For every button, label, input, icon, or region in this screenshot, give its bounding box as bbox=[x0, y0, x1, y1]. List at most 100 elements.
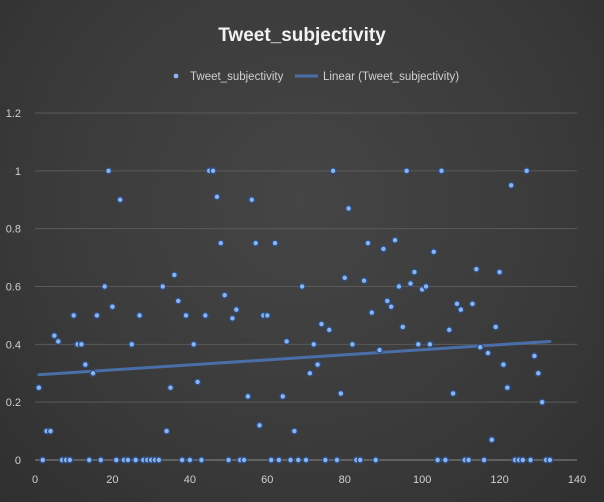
data-point bbox=[524, 168, 529, 174]
data-point bbox=[187, 457, 193, 463]
data-point bbox=[52, 333, 57, 338]
data-point bbox=[365, 240, 371, 246]
data-point bbox=[319, 321, 324, 327]
x-tick-label: 80 bbox=[339, 474, 351, 486]
data-point bbox=[303, 457, 309, 463]
data-point bbox=[311, 342, 316, 347]
x-tick-label: 140 bbox=[568, 474, 586, 486]
data-point bbox=[156, 457, 162, 463]
data-point bbox=[292, 428, 297, 434]
data-point bbox=[234, 307, 239, 312]
data-point bbox=[396, 284, 402, 289]
data-point bbox=[222, 292, 227, 298]
data-point bbox=[114, 457, 119, 463]
data-point bbox=[253, 240, 258, 246]
data-point bbox=[79, 342, 84, 347]
y-tick-label: 1.2 bbox=[6, 108, 21, 120]
data-point bbox=[381, 246, 386, 252]
data-point bbox=[83, 362, 88, 367]
data-point bbox=[369, 310, 375, 315]
data-point bbox=[265, 313, 270, 318]
data-point bbox=[299, 284, 305, 289]
data-point bbox=[400, 324, 405, 330]
data-point bbox=[327, 327, 332, 333]
data-point bbox=[280, 394, 285, 399]
data-point bbox=[160, 284, 165, 289]
data-point bbox=[257, 423, 262, 428]
data-point bbox=[183, 313, 189, 318]
data-point bbox=[404, 168, 409, 174]
data-point bbox=[450, 391, 456, 396]
data-point bbox=[427, 342, 433, 347]
data-point bbox=[133, 457, 138, 463]
data-point bbox=[508, 183, 514, 188]
data-point bbox=[342, 275, 347, 281]
data-point bbox=[172, 272, 177, 278]
data-point bbox=[168, 385, 173, 390]
data-point bbox=[191, 342, 196, 347]
data-point bbox=[90, 371, 96, 376]
data-point bbox=[199, 457, 204, 463]
legend-label-points: Tweet_subjectivity bbox=[190, 71, 284, 83]
linear-trendline bbox=[37, 339, 552, 377]
data-point bbox=[447, 327, 452, 333]
data-point bbox=[315, 362, 320, 367]
data-point bbox=[501, 362, 506, 367]
data-point bbox=[36, 385, 42, 390]
y-tick-label: 1 bbox=[15, 166, 21, 178]
data-point bbox=[346, 206, 351, 211]
data-point bbox=[230, 316, 235, 321]
data-point bbox=[334, 457, 340, 463]
data-point bbox=[284, 339, 289, 344]
x-tick-label: 60 bbox=[261, 474, 273, 486]
legend-marker-points bbox=[173, 73, 179, 79]
data-point bbox=[323, 457, 328, 463]
data-point bbox=[478, 345, 483, 350]
data-point bbox=[520, 457, 525, 463]
data-point bbox=[203, 313, 208, 318]
data-point bbox=[532, 353, 537, 359]
data-point bbox=[416, 342, 421, 347]
data-point bbox=[431, 249, 436, 254]
data-point bbox=[218, 240, 224, 246]
x-tick-label: 40 bbox=[184, 474, 196, 486]
data-point bbox=[241, 457, 247, 463]
data-point bbox=[40, 457, 45, 463]
data-point bbox=[87, 457, 92, 463]
data-point bbox=[481, 457, 487, 463]
data-point bbox=[307, 371, 313, 376]
data-point bbox=[110, 304, 115, 309]
data-point bbox=[71, 313, 76, 318]
data-point bbox=[164, 428, 169, 434]
data-point bbox=[102, 284, 107, 289]
data-point bbox=[528, 457, 533, 463]
chart-title: Tweet_subjectivity bbox=[218, 25, 386, 46]
data-point bbox=[454, 301, 460, 307]
data-point bbox=[67, 457, 73, 463]
legend: Tweet_subjectivity Linear (Tweet_subject… bbox=[173, 71, 459, 83]
data-point bbox=[497, 269, 502, 275]
data-point bbox=[474, 266, 479, 272]
data-points bbox=[35, 167, 554, 464]
data-point bbox=[98, 457, 104, 463]
data-point bbox=[539, 399, 545, 405]
gridlines bbox=[35, 112, 577, 403]
data-point bbox=[392, 238, 398, 243]
data-point bbox=[358, 457, 363, 463]
data-point bbox=[125, 457, 131, 463]
x-tick-label: 120 bbox=[490, 474, 508, 486]
y-tick-label: 0.4 bbox=[6, 339, 21, 351]
data-point bbox=[117, 197, 123, 202]
data-point bbox=[458, 307, 464, 312]
data-point bbox=[48, 428, 53, 434]
data-point bbox=[536, 371, 541, 376]
data-point bbox=[272, 240, 278, 246]
data-point bbox=[470, 301, 475, 307]
data-point bbox=[547, 457, 553, 463]
data-point bbox=[412, 269, 417, 275]
data-point bbox=[195, 379, 200, 385]
data-point bbox=[56, 339, 61, 344]
x-axis-ticks: 0 20 40 60 80 100 120 140 bbox=[32, 474, 586, 486]
